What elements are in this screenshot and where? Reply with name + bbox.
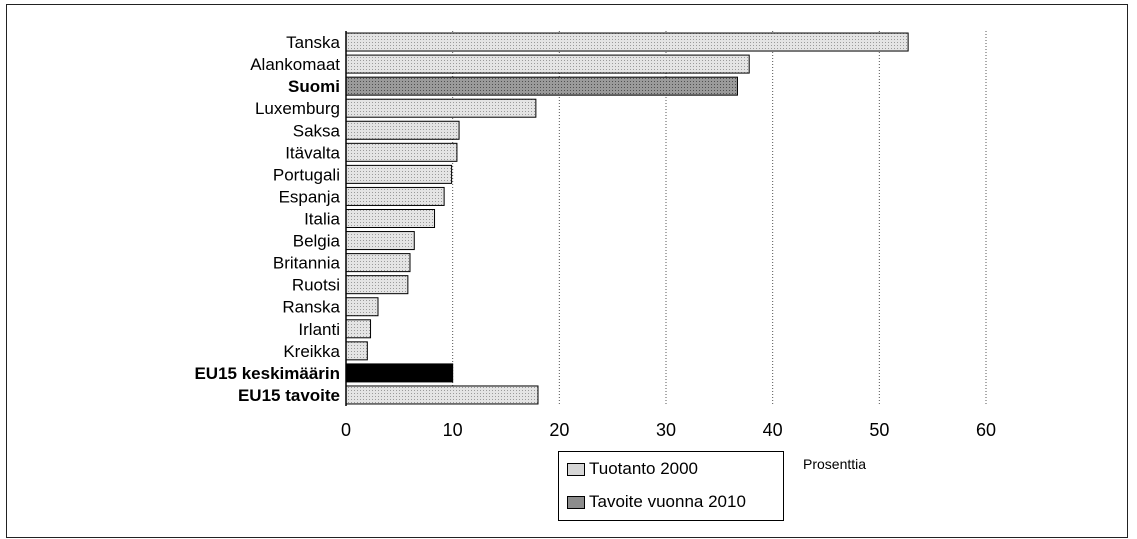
legend-swatch-production [567, 462, 585, 476]
category-label: Luxemburg [255, 99, 340, 118]
x-tick-label: 30 [656, 420, 676, 440]
bar [345, 209, 436, 228]
x-tick-labels: 0 10 20 30 40 50 60 [341, 420, 996, 440]
bar [345, 231, 415, 251]
chart-frame [6, 4, 1128, 538]
legend-swatch-target [567, 495, 585, 509]
bar [345, 385, 539, 405]
category-label: Irlanti [298, 320, 340, 339]
category-label: Italia [304, 210, 340, 229]
category-label: Espanja [279, 187, 341, 206]
legend-label-target: Tavoite vuonna 2010 [589, 492, 746, 511]
category-label: Tanska [286, 33, 340, 52]
bar [345, 297, 379, 317]
category-label: Saksa [293, 121, 341, 140]
legend-label-production: Tuotanto 2000 [589, 459, 699, 478]
category-label: EU15 keskimäärin [194, 364, 340, 383]
bar [345, 142, 458, 162]
legend-item-target: Tavoite vuonna 2010 [567, 491, 746, 513]
bar [345, 76, 738, 96]
bar [345, 98, 537, 118]
category-label: Belgia [293, 232, 341, 251]
bar [345, 341, 368, 361]
bar [345, 54, 750, 74]
category-label: Itävalta [285, 143, 340, 162]
legend-item-production: Tuotanto 2000 [567, 458, 698, 480]
category-label: Portugali [273, 165, 340, 184]
category-label: Kreikka [283, 342, 340, 361]
x-tick-label: 50 [869, 420, 889, 440]
legend: Tuotanto 2000 Tavoite vuonna 2010 [558, 451, 784, 521]
bars [345, 32, 909, 405]
category-label: Britannia [273, 254, 341, 273]
bar [345, 319, 372, 339]
bar [345, 164, 453, 184]
x-axis-unit-label: Prosenttia [803, 456, 867, 472]
category-label: Suomi [288, 77, 340, 96]
bar [345, 275, 409, 295]
bar [345, 363, 454, 383]
bar [345, 120, 460, 140]
x-tick-label: 20 [549, 420, 569, 440]
bar [345, 186, 445, 206]
category-label: EU15 tavoite [238, 386, 340, 405]
category-label: Ranska [282, 298, 340, 317]
category-labels: Tanska Alankomaat Suomi Luxemburg Saksa Itäva… [194, 33, 340, 405]
bar [345, 32, 909, 52]
grid-lines [452, 31, 987, 406]
x-tick-label: 0 [341, 420, 351, 440]
bar [345, 253, 411, 273]
x-tick-label: 60 [976, 420, 996, 440]
category-label: Alankomaat [250, 55, 340, 74]
x-tick-label: 10 [443, 420, 463, 440]
x-tick-label: 40 [763, 420, 783, 440]
category-label: Ruotsi [292, 276, 340, 295]
